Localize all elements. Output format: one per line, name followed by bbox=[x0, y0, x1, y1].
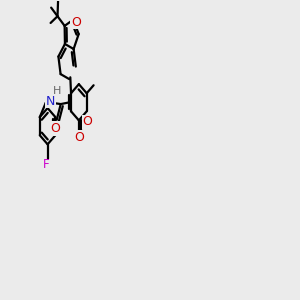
Text: O: O bbox=[51, 122, 60, 135]
Text: N: N bbox=[46, 95, 56, 108]
Text: O: O bbox=[74, 131, 84, 144]
Text: H: H bbox=[53, 86, 62, 96]
Text: O: O bbox=[71, 16, 81, 28]
Text: O: O bbox=[82, 115, 92, 128]
Text: F: F bbox=[43, 158, 50, 171]
